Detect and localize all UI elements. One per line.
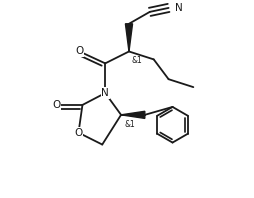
Text: N: N bbox=[101, 88, 109, 98]
Text: O: O bbox=[74, 128, 83, 138]
Text: O: O bbox=[75, 47, 84, 56]
Text: &1: &1 bbox=[132, 56, 143, 65]
Text: N: N bbox=[174, 3, 182, 13]
Text: &1: &1 bbox=[124, 120, 135, 129]
Polygon shape bbox=[125, 24, 133, 51]
Polygon shape bbox=[121, 111, 145, 118]
Text: O: O bbox=[53, 100, 61, 110]
